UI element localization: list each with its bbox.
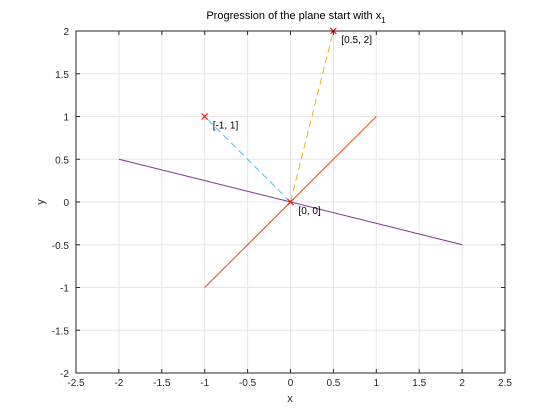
x-tick-label: -1 [200,378,209,389]
x-tick-label: 2.5 [498,378,512,389]
x-tick-label: -1.5 [153,378,171,389]
chart-title-main: Progression of the plane start with x [206,10,381,22]
marker-stroke [287,198,294,206]
chart-title: Progression of the plane start with x1 [206,10,386,25]
y-tick-label: 1 [63,113,69,124]
chart-title-subscript: 1 [381,16,386,25]
point-annotation: [0.5, 2] [341,35,372,46]
series-line-3 [204,116,291,203]
marker-stroke [201,113,209,120]
y-axis-label: y [35,199,47,205]
annotation-group: [-1, 1] [0.5, 2] [0, 0] [213,35,372,217]
point-marker [287,198,294,206]
y-tick-label: 1.5 [55,70,69,81]
y-tick-label: 2 [63,27,69,38]
x-tick-label: 0 [288,378,294,389]
x-tick-label: 1.5 [412,378,426,389]
y-tick-label: -1.5 [52,326,70,337]
x-tick-label: 2 [459,378,465,389]
point-annotation: [0, 0] [299,206,321,217]
point-marker [201,113,209,120]
y-tick-label: 0.5 [55,155,69,166]
y-tick-label: 0 [63,198,69,209]
point-annotation: [-1, 1] [213,121,239,132]
y-tick-label: -2 [60,369,69,380]
x-axis-label: x [287,393,293,405]
series-line-4 [290,30,334,203]
tick-labels: -2.5 -2 -1.5 -1 -0.5 0 0.5 1 1.5 2 2.5-2-1.5-1-0.5… [52,27,513,389]
x-tick-label: 1 [374,378,380,389]
x-tick-label: -0.5 [239,378,257,389]
x-tick-label: -2 [114,378,123,389]
x-tick-label: -2.5 [67,378,85,389]
x-tick-label: 0.5 [326,378,340,389]
y-tick-label: -1 [60,284,69,295]
axes-box [75,30,506,374]
y-tick-label: -0.5 [52,241,70,252]
